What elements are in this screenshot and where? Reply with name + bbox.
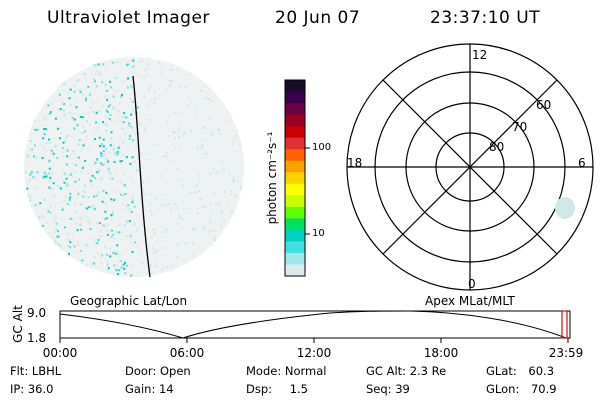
- footer-mode-label: Mode:: [246, 364, 282, 378]
- footer-glat-value: 60.3: [528, 364, 555, 378]
- colorbar-stripe: [285, 103, 305, 116]
- footer-ip: IP: 36.0: [10, 382, 53, 396]
- footer-dsp: Dsp: 1.5: [246, 382, 308, 396]
- colorbar-stripe: [285, 149, 305, 162]
- colorbar-stripe: [285, 80, 305, 93]
- colorbar-stripe: [285, 206, 305, 219]
- footer-glon: GLon: 70.9: [486, 382, 557, 396]
- colorbar-stripe: [285, 264, 305, 277]
- altitude-xtick-1: 06:00: [169, 346, 205, 360]
- footer-mode: Mode: Normal: [246, 364, 326, 378]
- terminator-line: [132, 75, 151, 278]
- altitude-xtick-2: 12:00: [296, 346, 332, 360]
- footer-glat-label: GLat:: [486, 364, 517, 378]
- colorbar-stripe: [285, 91, 305, 104]
- altitude-ylabel: GC Alt: [11, 305, 25, 343]
- mlat-label-80: 80: [489, 140, 505, 154]
- colorbar-stripe: [285, 183, 305, 196]
- colorbar-stripe: [285, 126, 305, 139]
- polar-diagonal-2: [382, 79, 558, 255]
- colorbar-stripe: [285, 218, 305, 231]
- mlat-label-70: 70: [512, 120, 528, 134]
- footer-dsp-value: 1.5: [289, 382, 308, 396]
- colorbar-stripe: [285, 229, 305, 243]
- apex-panel-label: Apex MLat/MLT: [425, 294, 515, 308]
- date-label: 20 Jun 07: [275, 8, 361, 28]
- mlt-label-12: 12: [472, 48, 488, 62]
- altitude-curve: [59, 310, 567, 339]
- colorbar-stripe: [285, 160, 305, 173]
- altitude-xtick-4: 23:59: [548, 346, 584, 360]
- footer-gcalt: GC Alt: 2.3 Re: [366, 364, 446, 378]
- colorbar-tick-label-10: 10: [312, 228, 325, 239]
- footer-ip-label: IP:: [10, 382, 25, 396]
- footer-mode-value: Normal: [284, 364, 327, 378]
- geographic-panel-label: Geographic Lat/Lon: [70, 294, 188, 308]
- colorbar-stripe: [285, 252, 305, 266]
- altitude-plot-frame: [59, 310, 571, 339]
- polar-aurora-blob: [555, 197, 575, 219]
- mlt-label-6: 6: [578, 156, 586, 170]
- mlat-label-60: 60: [536, 98, 552, 112]
- time-label: 23:37:10 UT: [430, 8, 541, 28]
- footer-seq-value: 39: [395, 382, 410, 396]
- colorbar-stripe: [285, 114, 305, 127]
- footer-ip-value: 36.0: [27, 382, 54, 396]
- altitude-xtick-0: 00:00: [42, 346, 78, 360]
- footer-seq: Seq: 39: [366, 382, 410, 396]
- colorbar-stripe: [285, 195, 305, 208]
- footer-gain: Gain: 14: [125, 382, 174, 396]
- footer-door-label: Door:: [125, 364, 157, 378]
- colorbar-tick-label-100: 100: [312, 142, 332, 153]
- instrument-title: Ultraviolet Imager: [47, 8, 210, 28]
- colorbar-stripe: [285, 241, 305, 254]
- altitude-ytick-min: 1.8: [27, 331, 47, 345]
- footer-glon-label: GLon:: [486, 382, 520, 396]
- footer-seq-label: Seq:: [366, 382, 392, 396]
- footer-flt: Flt: LBHL: [10, 364, 61, 378]
- footer-gcalt-value: 2.3 Re: [409, 364, 447, 378]
- polar-grid: [346, 43, 594, 291]
- colorbar-stripe: [285, 137, 305, 150]
- footer-flt-label: Flt:: [10, 364, 29, 378]
- mlt-label-0: 0: [468, 277, 476, 291]
- footer-gain-label: Gain:: [125, 382, 156, 396]
- colorbar: [285, 80, 305, 277]
- altitude-ytick-max: 9.0: [27, 306, 47, 320]
- footer-door-value: Open: [159, 364, 191, 378]
- footer-glon-value: 70.9: [530, 382, 557, 396]
- colorbar-frame: [284, 79, 306, 277]
- current-time-marker: [561, 310, 568, 339]
- colorbar-stripe: [285, 172, 305, 185]
- footer-flt-value: LBHL: [31, 364, 62, 378]
- colorbar-unit-label: photon cm⁻²s⁻¹: [265, 131, 279, 225]
- footer-door: Door: Open: [125, 364, 191, 378]
- footer-gcalt-label: GC Alt:: [366, 364, 407, 378]
- altitude-xtick-3: 18:00: [423, 346, 459, 360]
- footer-glat: GLat: 60.3: [486, 364, 554, 378]
- footer-dsp-label: Dsp:: [246, 382, 273, 396]
- mlt-label-18: 18: [347, 156, 363, 170]
- footer-gain-value: 14: [158, 382, 174, 396]
